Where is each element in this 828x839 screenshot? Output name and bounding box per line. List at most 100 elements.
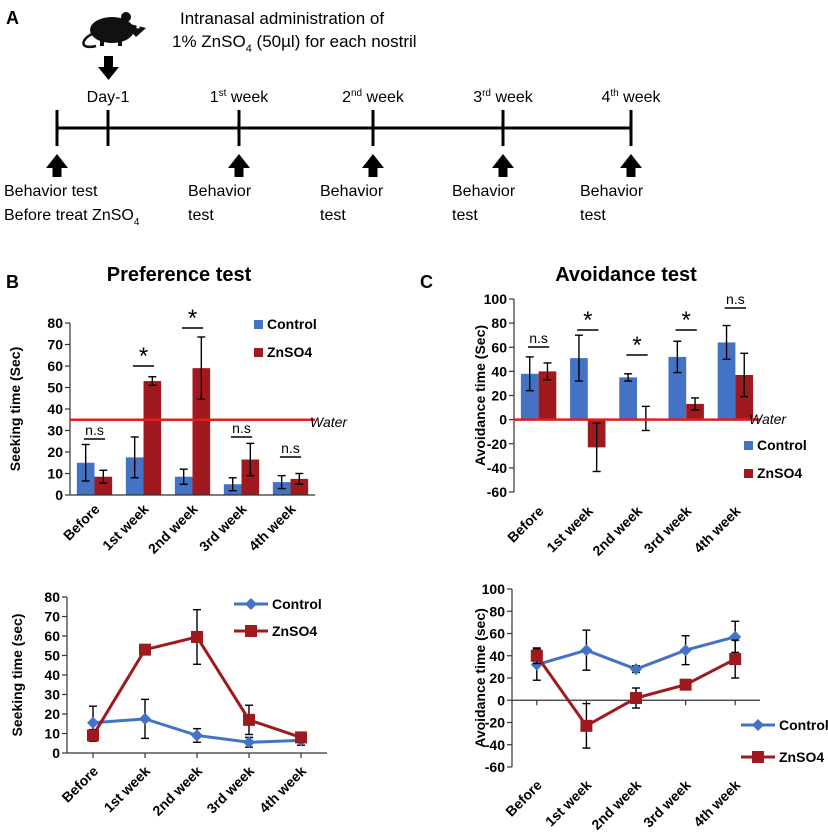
point-znso4 bbox=[530, 649, 543, 662]
y-tick-label: 70 bbox=[44, 609, 60, 625]
bar-znso4 bbox=[241, 459, 260, 495]
up-arrow-icon bbox=[626, 167, 636, 177]
bar-control bbox=[174, 476, 193, 495]
point-znso4 bbox=[295, 731, 307, 744]
y-tick-label: -20 bbox=[485, 715, 505, 731]
point-znso4 bbox=[243, 713, 255, 726]
y-tick-label: 80 bbox=[491, 315, 507, 331]
significance-ns: n.s bbox=[726, 291, 745, 307]
behavior-label-line2: test bbox=[320, 207, 346, 224]
y-tick-label: 40 bbox=[491, 363, 507, 379]
legend-swatch bbox=[744, 469, 753, 478]
y-tick-label: 20 bbox=[491, 388, 507, 404]
bar-znso4 bbox=[192, 368, 211, 495]
legend-label: ZnSO4 bbox=[272, 623, 317, 639]
x-tick-label: 3rd week bbox=[640, 777, 694, 831]
legend-marker bbox=[245, 598, 257, 610]
timepoint-num: 4 bbox=[601, 89, 610, 106]
x-tick-label: 2nd week bbox=[149, 763, 205, 819]
point-znso4 bbox=[679, 678, 692, 691]
behavior-label-line1: Behavior bbox=[320, 183, 384, 200]
timepoint-word: week bbox=[226, 89, 269, 106]
bar-control bbox=[619, 377, 637, 420]
timepoint-label: 4th week bbox=[601, 88, 661, 106]
up-arrow-icon bbox=[362, 154, 384, 168]
y-tick-label: 100 bbox=[482, 581, 506, 597]
y-tick-label: -60 bbox=[487, 484, 507, 500]
y-tick-label: 20 bbox=[44, 706, 60, 722]
timepoint-num: 2 bbox=[342, 89, 351, 106]
point-znso4 bbox=[87, 729, 99, 742]
bar-znso4 bbox=[538, 371, 557, 420]
legend-label: Control bbox=[272, 596, 322, 612]
behavior-label-line1: Behavior bbox=[452, 183, 516, 200]
y-tick-label: 20 bbox=[489, 670, 505, 686]
y-tick-label: 0 bbox=[497, 692, 505, 708]
x-tick-label: 3rd week bbox=[196, 501, 250, 555]
x-tick-label: Before bbox=[504, 503, 547, 546]
legend-label: ZnSO4 bbox=[757, 465, 802, 481]
up-arrow-icon bbox=[498, 167, 508, 177]
up-arrow-icon bbox=[46, 154, 68, 168]
y-tick-label: 30 bbox=[44, 687, 60, 703]
preference-line-chart: 0 10 20 30 40 50 60 70 80 Seeking time (sec) Contr… bbox=[9, 589, 327, 819]
legend-marker bbox=[245, 625, 257, 637]
x-tick-label: Before bbox=[58, 763, 101, 806]
timepoint-label: 1st week bbox=[210, 88, 269, 106]
up-arrow-icon bbox=[620, 154, 642, 168]
legend-marker bbox=[752, 719, 764, 731]
legend-label: Control bbox=[779, 717, 828, 733]
bar-control bbox=[570, 358, 588, 420]
timepoint-sup: nd bbox=[351, 88, 362, 99]
x-tick-label: 2nd week bbox=[588, 777, 644, 833]
timepoint-sup: st bbox=[219, 88, 227, 99]
timepoint-word: week bbox=[619, 89, 662, 106]
legend-swatch bbox=[254, 320, 263, 329]
x-tick-label: Before bbox=[60, 501, 103, 544]
x-tick-label: 1st week bbox=[542, 777, 595, 830]
x-tick-label: 4th week bbox=[690, 503, 743, 556]
x-tick-label: 1st week bbox=[101, 763, 154, 816]
legend-swatch bbox=[254, 348, 263, 357]
x-tick-label: 3rd week bbox=[641, 503, 695, 557]
panel-b-letter: B bbox=[6, 272, 19, 292]
y-axis-label: Seeking time (Sec) bbox=[7, 347, 23, 472]
water-label: Water bbox=[749, 411, 787, 427]
timepoint-sup: rd bbox=[482, 88, 491, 99]
legend-label: ZnSO4 bbox=[779, 749, 824, 765]
y-tick-label: 50 bbox=[44, 648, 60, 664]
behavior-label-text: test bbox=[320, 207, 346, 224]
timepoint-labels: Day-1 1st week 2nd week 3rd week 4th week bbox=[87, 88, 662, 106]
y-tick-label: 40 bbox=[489, 648, 505, 664]
y-tick-label: -20 bbox=[487, 436, 507, 452]
behavior-label-sub: 4 bbox=[134, 217, 140, 228]
behavior-label-line2: test bbox=[580, 207, 606, 224]
timepoint-label: Day-1 bbox=[87, 89, 130, 106]
preference-bar-chart: Preference test 0 10 20 30 40 50 60 70 80 Seeking … bbox=[7, 264, 348, 557]
x-tick-label: 4th week bbox=[690, 777, 743, 830]
point-control bbox=[580, 644, 593, 657]
bar-control bbox=[717, 342, 736, 420]
y-tick-label: 80 bbox=[47, 315, 63, 331]
water-label: Water bbox=[310, 414, 348, 430]
y-tick-label: 80 bbox=[489, 603, 505, 619]
up-arrow-icon bbox=[52, 167, 62, 177]
y-tick-label: 0 bbox=[499, 412, 507, 428]
down-arrow-icon bbox=[98, 56, 119, 80]
significance-star: * bbox=[682, 307, 691, 334]
timepoint-num: 1 bbox=[210, 89, 219, 106]
bar-control bbox=[520, 373, 539, 420]
bar-znso4 bbox=[94, 476, 113, 495]
behavior-label-text: Before treat ZnSO bbox=[4, 207, 134, 224]
significance-star: * bbox=[139, 343, 148, 370]
point-control bbox=[87, 716, 99, 729]
legend-swatch bbox=[744, 441, 753, 450]
x-tick-label: Before bbox=[502, 777, 545, 820]
point-znso4 bbox=[139, 643, 151, 656]
y-tick-label: 0 bbox=[55, 487, 63, 503]
y-tick-label: 20 bbox=[47, 444, 63, 460]
panel-a-letter: A bbox=[6, 8, 19, 28]
significance-ns: n.s bbox=[281, 440, 300, 456]
legend-label: Control bbox=[757, 437, 807, 453]
